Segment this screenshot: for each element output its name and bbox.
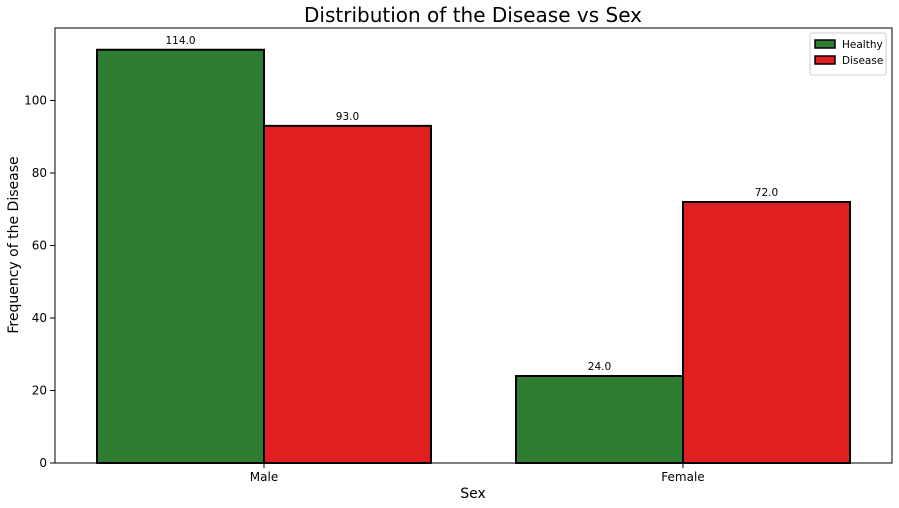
x-ticks-group: Male Female <box>250 463 705 484</box>
data-label-healthy-male: 114.0 <box>165 35 195 47</box>
x-tick-label-male: Male <box>250 470 278 484</box>
y-tick-label: 40 <box>32 311 47 325</box>
bars-group: 114.0 24.0 93.0 72.0 <box>96 35 851 464</box>
y-tick-label: 0 <box>39 456 47 470</box>
y-ticks-group: 0 20 40 60 80 100 <box>24 94 55 470</box>
bar-disease-male <box>263 124 432 464</box>
y-axis-label: Frequency of the Disease <box>6 156 22 333</box>
x-tick-label-female: Female <box>661 470 704 484</box>
legend-swatch-disease <box>814 55 836 65</box>
x-axis-label: Sex <box>460 486 486 502</box>
y-tick-label: 20 <box>32 384 47 398</box>
y-tick-label: 60 <box>32 239 47 253</box>
bar-disease-female <box>682 201 851 464</box>
bar-healthy-female <box>515 375 684 464</box>
bar-healthy-male <box>96 48 265 464</box>
legend-label-disease: Disease <box>842 55 883 67</box>
legend: Healthy Disease <box>809 32 887 76</box>
data-label-disease-female: 72.0 <box>755 187 778 199</box>
data-label-disease-male: 93.0 <box>336 111 359 123</box>
plot-frame <box>54 27 893 464</box>
y-tick-label: 100 <box>24 94 47 108</box>
chart-title: Distribution of the Disease vs Sex <box>304 3 642 27</box>
legend-label-healthy: Healthy <box>842 39 883 51</box>
data-label-healthy-female: 24.0 <box>588 361 611 373</box>
y-tick-label: 80 <box>32 166 47 180</box>
legend-swatch-healthy <box>814 39 836 49</box>
